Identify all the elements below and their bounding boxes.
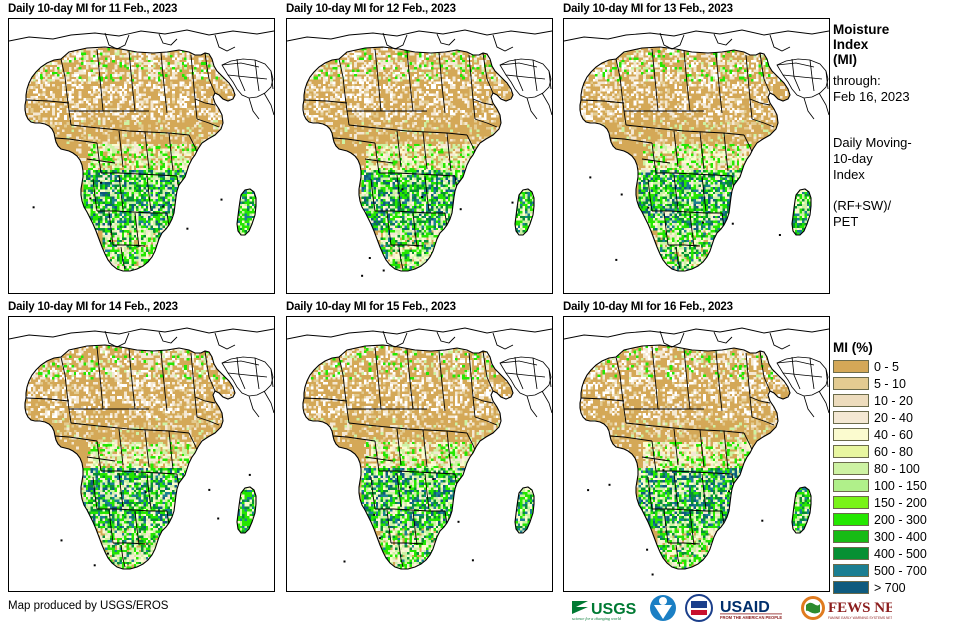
legend-label: 5 - 10 [874,377,906,391]
legend-swatch [833,377,869,390]
panel-title: Daily 10-day MI for 16 Feb., 2023 [563,300,829,315]
legend-title: MI (%) [833,340,967,355]
moisture-index-heading-line3: (MI) [833,52,967,67]
legend-label: 500 - 700 [874,564,927,578]
legend-row: 0 - 5 [833,358,967,375]
doc-logo [685,594,713,622]
map-frame[interactable] [286,18,553,294]
legend-swatch [833,428,869,441]
legend-row: 150 - 200 [833,494,967,511]
legend-row: 5 - 10 [833,375,967,392]
map-frame[interactable] [563,316,830,592]
map-panel-13-feb: Daily 10-day MI for 13 Feb., 2023 [563,2,830,294]
panel-title: Daily 10-day MI for 12 Feb., 2023 [286,2,552,17]
legend-label: 60 - 80 [874,445,913,459]
formula-line2: PET [833,214,967,230]
legend-label: 200 - 300 [874,513,927,527]
legend-label: 10 - 20 [874,394,913,408]
legend-swatch [833,547,869,560]
legend-swatch [833,513,869,526]
map-panel-15-feb: Daily 10-day MI for 15 Feb., 2023 [286,300,553,592]
legend-label: 80 - 100 [874,462,920,476]
map-panel-16-feb: Daily 10-day MI for 16 Feb., 2023 [563,300,830,592]
legend-row: 20 - 40 [833,409,967,426]
panel-title: Daily 10-day MI for 15 Feb., 2023 [286,300,552,315]
map-panel-12-feb: Daily 10-day MI for 12 Feb., 2023 [286,2,553,294]
legend-label: > 700 [874,581,906,595]
panel-title: Daily 10-day MI for 13 Feb., 2023 [563,2,829,17]
legend-label: 400 - 500 [874,547,927,561]
legend-swatch [833,360,869,373]
legend-items: 0 - 5 5 - 10 10 - 20 20 - 40 40 - 60 60 - 80 8… [833,358,967,596]
legend-label: 20 - 40 [874,411,913,425]
through-date: Feb 16, 2023 [833,89,967,105]
legend-row: 40 - 60 [833,426,967,443]
legend-swatch [833,411,869,424]
panel-title: Daily 10-day MI for 11 Feb., 2023 [8,2,274,17]
legend-swatch [833,581,869,594]
legend-row: > 700 [833,579,967,596]
method-line1: Daily Moving- [833,135,967,151]
legend-row: 10 - 20 [833,392,967,409]
legend-label: 300 - 400 [874,530,927,544]
noaa-logo [650,595,676,621]
legend-swatch [833,445,869,458]
legend-swatch [833,530,869,543]
legend-swatch [833,479,869,492]
map-frame[interactable] [563,18,830,294]
map-credit: Map produced by USGS/EROS [8,600,168,612]
legend-row: 500 - 700 [833,562,967,579]
map-panel-14-feb: Daily 10-day MI for 14 Feb., 2023 [8,300,275,592]
legend-row: 300 - 400 [833,528,967,545]
panel-title: Daily 10-day MI for 14 Feb., 2023 [8,300,274,315]
legend-row: 200 - 300 [833,511,967,528]
legend-swatch [833,496,869,509]
africa-moisture-map [9,29,274,272]
legend-label: 40 - 60 [874,428,913,442]
legend-row: 100 - 150 [833,477,967,494]
africa-moisture-map [9,327,274,570]
map-frame[interactable] [286,316,553,592]
africa-moisture-map [287,29,552,277]
africa-moisture-map [287,327,552,570]
info-column: Moisture Index (MI) through: Feb 16, 202… [833,22,967,230]
fewsnet-logo: FEWS NETFAMINE EARLY WARNING SYSTEMS NET… [801,596,892,620]
africa-moisture-map [564,29,829,272]
legend-label: 0 - 5 [874,360,899,374]
legend-row: 80 - 100 [833,460,967,477]
through-label: through: [833,73,967,89]
moisture-index-heading-line1: Moisture [833,22,967,37]
moisture-index-heading-line2: Index [833,37,967,52]
legend-label: 150 - 200 [874,496,927,510]
logo-strip: USGS science for a changing world USAID FRO… [570,592,892,624]
legend-row: 60 - 80 [833,443,967,460]
method-line3: Index [833,167,967,183]
legend: MI (%) 0 - 5 5 - 10 10 - 20 20 - 40 40 - 60 6… [833,340,967,596]
legend-label: 100 - 150 [874,479,927,493]
map-frame[interactable] [8,18,275,294]
map-frame[interactable] [8,316,275,592]
method-line2: 10-day [833,151,967,167]
legend-row: 400 - 500 [833,545,967,562]
africa-moisture-map [564,327,829,576]
legend-swatch [833,462,869,475]
legend-swatch [833,564,869,577]
formula-line1: (RF+SW)/ [833,198,967,214]
legend-swatch [833,394,869,407]
map-panel-11-feb: Daily 10-day MI for 11 Feb., 2023 [8,2,275,294]
